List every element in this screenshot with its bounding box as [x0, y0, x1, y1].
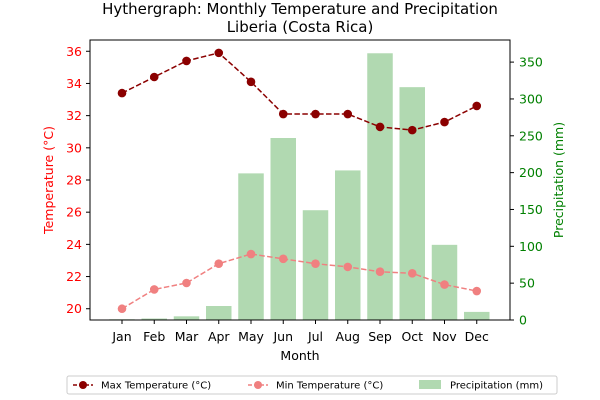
- x-tick-label-oct: Oct: [401, 329, 423, 344]
- legend-precip-swatch: [419, 380, 441, 389]
- min-temp-point-aug: [343, 262, 353, 272]
- precip-bar-aug: [335, 170, 361, 320]
- max-temp-point-may: [246, 77, 256, 87]
- min-temp-point-may: [246, 249, 256, 259]
- x-tick-label-apr: Apr: [208, 329, 230, 344]
- max-temp-point-apr: [214, 48, 224, 58]
- left-y-tick-label-30: 30: [66, 140, 82, 155]
- max-temp-point-nov: [440, 117, 449, 127]
- left-y-tick-label-28: 28: [66, 173, 82, 188]
- min-temp-point-apr: [214, 259, 224, 268]
- x-tick-label-feb: Feb: [143, 329, 165, 344]
- x-tick-label-dec: Dec: [465, 329, 489, 344]
- max-temp-point-feb: [149, 72, 159, 82]
- max-temp-point-aug: [343, 109, 353, 119]
- x-tick-label-jun: Jun: [272, 329, 293, 344]
- right-y-tick-label-0: 0: [519, 313, 527, 328]
- precip-bar-sep: [367, 53, 393, 321]
- left-y-tick-label-36: 36: [66, 44, 82, 59]
- precip-bar-may: [238, 173, 264, 320]
- max-temp-point-jan: [117, 88, 127, 98]
- max-temp-point-oct: [407, 125, 417, 135]
- legend: Max Temperature (°C) Min Temperature (°C…: [66, 375, 558, 395]
- min-temp-point-jun: [278, 254, 288, 264]
- x-tick-label-nov: Nov: [432, 329, 457, 344]
- right-y-tick-label-200: 200: [519, 165, 543, 180]
- x-axis-label: Month: [280, 348, 319, 363]
- right-y-tick-label-300: 300: [519, 91, 543, 106]
- x-tick-label-mar: Mar: [175, 329, 199, 344]
- min-temp-point-sep: [375, 267, 385, 277]
- left-y-tick-label-24: 24: [66, 237, 82, 252]
- max-temp-point-dec: [472, 101, 482, 111]
- chart-title-line1: Hythergraph: Monthly Temperature and Pre…: [102, 0, 498, 18]
- right-y-axis-label: Precipitation (mm): [551, 122, 566, 238]
- min-temp-point-dec: [472, 286, 482, 296]
- min-temp-point-oct: [407, 269, 417, 278]
- precip-bar-oct: [399, 87, 425, 320]
- min-temp-line: [121, 253, 477, 310]
- x-tick-label-sep: Sep: [368, 329, 392, 344]
- temperature-lines: [117, 48, 482, 314]
- max-temp-point-sep: [375, 122, 385, 132]
- max-temp-point-jun: [278, 109, 288, 119]
- precip-bar-jun: [270, 138, 296, 320]
- left-y-tick-label-32: 32: [66, 108, 82, 123]
- precip-bar-apr: [206, 306, 232, 320]
- max-temp-point-jul: [311, 109, 320, 119]
- right-y-axis: 0 50 100 150 200 250 300 350: [510, 55, 543, 328]
- right-y-tick-label-350: 350: [519, 55, 543, 70]
- x-tick-label-may: May: [238, 329, 264, 344]
- right-y-tick-label-50: 50: [519, 276, 535, 291]
- left-y-axis: 20 22 24 26 28 30 32 34 36: [66, 44, 90, 316]
- legend-min-marker: [254, 381, 262, 389]
- x-tick-label-aug: Aug: [336, 329, 360, 344]
- x-tick-label-jul: Jul: [307, 329, 323, 344]
- left-y-axis-label: Temperature (°C): [41, 126, 56, 235]
- left-y-tick-label-34: 34: [66, 76, 82, 91]
- right-y-tick-label-100: 100: [519, 239, 543, 254]
- max-temp-line: [121, 52, 478, 131]
- right-y-tick-label-150: 150: [519, 202, 543, 217]
- chart-title-line2: Liberia (Costa Rica): [227, 18, 374, 36]
- precip-bar-mar: [173, 316, 200, 320]
- precip-bar-feb: [141, 318, 167, 320]
- min-temp-point-jan: [117, 304, 127, 314]
- min-temp-point-mar: [182, 278, 191, 288]
- precip-bar-dec: [464, 311, 490, 320]
- x-tick-label-jan: Jan: [111, 329, 131, 344]
- legend-max-label: Max Temperature (°C): [101, 381, 211, 392]
- legend-precip-label: Precipitation (mm): [450, 381, 543, 392]
- min-temp-point-feb: [149, 285, 159, 294]
- x-axis: Jan Feb Mar Apr May Jun Jul Aug Sep Oct Nov Dec: [111, 320, 489, 344]
- right-y-tick-label-250: 250: [519, 128, 543, 143]
- min-temp-point-nov: [440, 280, 449, 289]
- min-temp-point-jul: [311, 259, 320, 268]
- legend-max-marker: [79, 381, 87, 389]
- legend-min-label: Min Temperature (°C): [276, 381, 383, 392]
- left-y-tick-label-22: 22: [66, 269, 82, 284]
- left-y-tick-label-20: 20: [66, 301, 82, 316]
- left-y-tick-label-26: 26: [66, 205, 82, 220]
- max-temp-point-mar: [182, 56, 191, 66]
